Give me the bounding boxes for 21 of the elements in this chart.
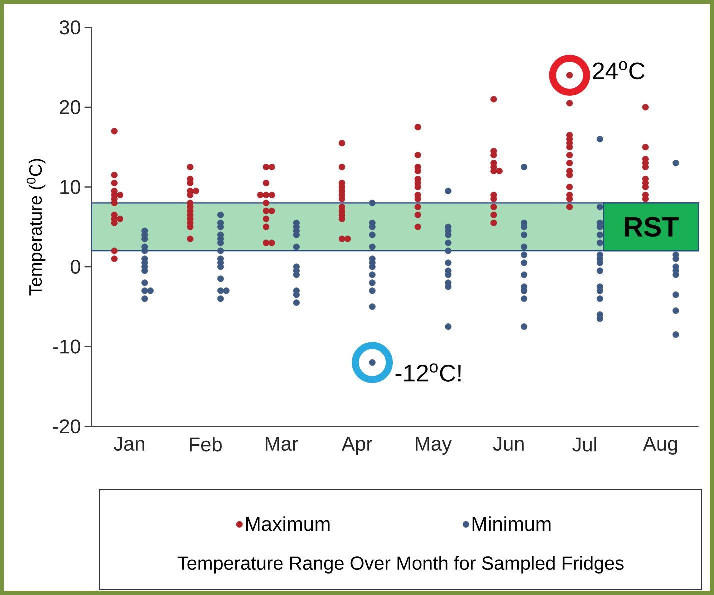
y-tick-label: 0 — [70, 260, 81, 274]
y-tick-label: -10 — [53, 340, 81, 354]
x-tick-label: Mar — [266, 437, 298, 452]
band-label: RST — [625, 217, 679, 237]
annotation: -12$^{o}$C! — [396, 364, 461, 382]
text: Temperature Range Over Month for Sampled Fridges — [178, 556, 624, 574]
x-tick-label: Apr — [342, 437, 373, 455]
x-tick-label: Aug — [643, 437, 678, 455]
y-tick-label: 30 — [60, 20, 81, 35]
x-tick-label: May — [416, 437, 452, 455]
y-axis-title: Temperature ($^{0}$C) — [26, 159, 46, 296]
x-tick-label: Jun — [493, 437, 524, 452]
y-tick-label: -20 — [53, 420, 81, 434]
x-tick-label: Feb — [190, 437, 222, 452]
x-tick-label: Jan — [114, 437, 145, 452]
legend-label: Minimum — [472, 516, 551, 532]
legend-label: Maximum — [246, 516, 330, 532]
y-tick-label: 10 — [60, 180, 81, 194]
x-tick-label: Jul — [572, 437, 596, 452]
annotation: 24$^{o}$C — [593, 61, 645, 80]
y-tick-label: 20 — [60, 100, 81, 114]
